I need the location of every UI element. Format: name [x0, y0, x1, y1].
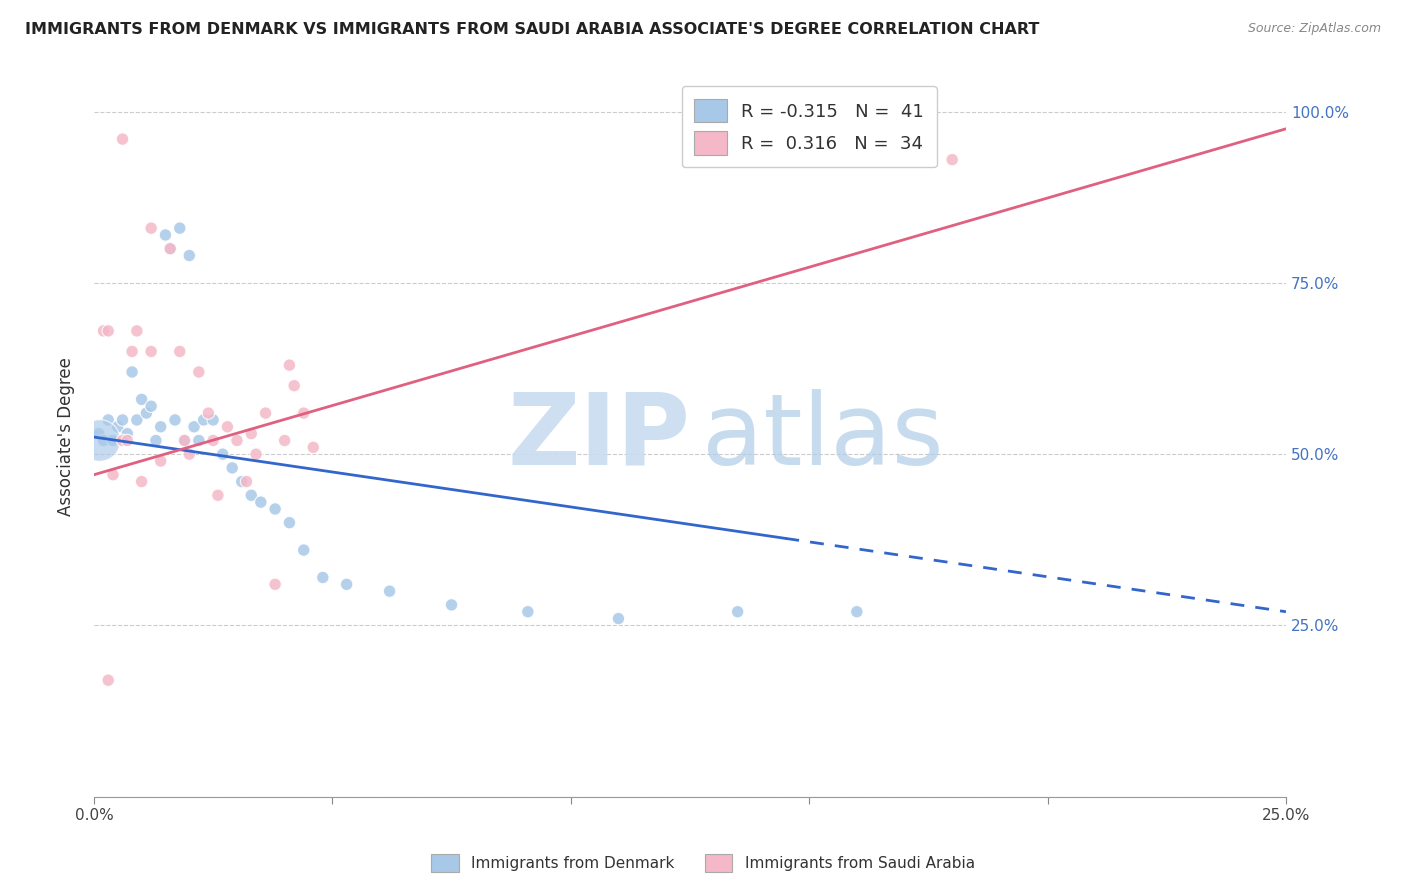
Point [169, 344, 191, 359]
Point [312, 570, 335, 584]
Point [226, 434, 249, 448]
Point [183, 419, 205, 434]
Point [278, 358, 301, 372]
Point [149, 419, 172, 434]
Point [302, 440, 325, 454]
Point [240, 426, 263, 441]
Point [87, 426, 110, 441]
Point [197, 406, 219, 420]
Point [202, 434, 225, 448]
Point [516, 605, 538, 619]
Point [254, 406, 277, 420]
Point [264, 577, 287, 591]
Point [93, 434, 115, 448]
Point [179, 447, 201, 461]
Point [179, 248, 201, 262]
Point [141, 221, 163, 235]
Point [378, 584, 401, 599]
Point [141, 344, 163, 359]
Point [278, 516, 301, 530]
Point [149, 454, 172, 468]
Point [159, 242, 181, 256]
Point [264, 502, 287, 516]
Point [221, 461, 243, 475]
Point [187, 434, 209, 448]
Point [217, 419, 239, 434]
Point [941, 153, 963, 167]
Point [235, 475, 257, 489]
Point [141, 399, 163, 413]
Point [845, 605, 868, 619]
Point [111, 413, 134, 427]
Point [101, 467, 124, 482]
Point [240, 488, 263, 502]
Point [101, 434, 124, 448]
Point [283, 378, 305, 392]
Point [169, 221, 191, 235]
Point [131, 475, 153, 489]
Point [135, 406, 157, 420]
Point [117, 426, 139, 441]
Point [292, 543, 315, 558]
Point [211, 447, 233, 461]
Point [121, 344, 143, 359]
Point [202, 413, 225, 427]
Point [292, 406, 315, 420]
Point [125, 324, 148, 338]
Point [193, 413, 215, 427]
Point [87, 434, 110, 448]
Point [145, 434, 167, 448]
Point [273, 434, 295, 448]
Text: ZIP: ZIP [508, 389, 690, 485]
Point [163, 413, 186, 427]
Point [131, 392, 153, 407]
Point [607, 611, 630, 625]
Point [155, 227, 177, 242]
Point [727, 605, 749, 619]
Point [93, 324, 115, 338]
Point [121, 365, 143, 379]
Point [440, 598, 463, 612]
Legend: R = -0.315   N =  41, R =  0.316   N =  34: R = -0.315 N = 41, R = 0.316 N = 34 [682, 87, 936, 167]
Point [173, 434, 195, 448]
Point [187, 365, 209, 379]
Point [117, 434, 139, 448]
Point [107, 419, 129, 434]
Point [97, 673, 120, 688]
Point [97, 324, 120, 338]
Point [111, 132, 134, 146]
Point [231, 475, 253, 489]
Point [111, 434, 134, 448]
Legend: Immigrants from Denmark, Immigrants from Saudi Arabia: Immigrants from Denmark, Immigrants from… [423, 846, 983, 880]
Point [245, 447, 267, 461]
Point [159, 242, 181, 256]
Point [207, 488, 229, 502]
Text: Source: ZipAtlas.com: Source: ZipAtlas.com [1247, 22, 1381, 36]
Point [173, 434, 195, 448]
Text: IMMIGRANTS FROM DENMARK VS IMMIGRANTS FROM SAUDI ARABIA ASSOCIATE'S DEGREE CORRE: IMMIGRANTS FROM DENMARK VS IMMIGRANTS FR… [25, 22, 1039, 37]
Point [125, 413, 148, 427]
Point [97, 413, 120, 427]
Text: atlas: atlas [702, 389, 943, 485]
Point [336, 577, 359, 591]
Point [250, 495, 273, 509]
Y-axis label: Associate's Degree: Associate's Degree [58, 358, 75, 516]
